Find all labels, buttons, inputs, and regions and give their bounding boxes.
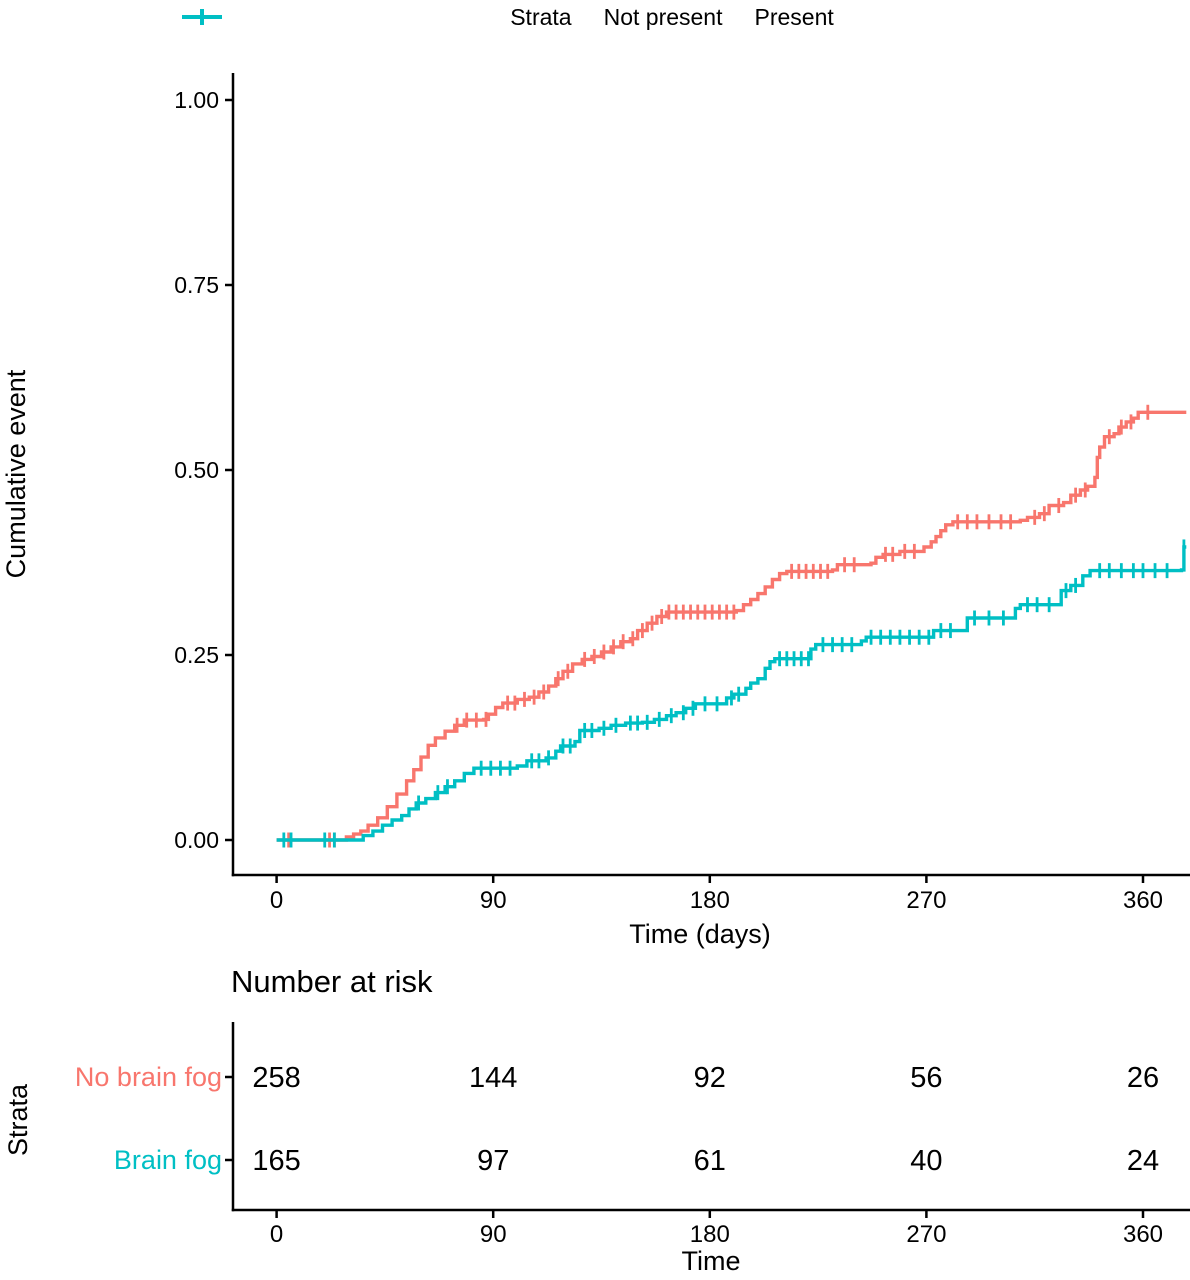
legend-title: Strata (510, 3, 572, 30)
risk-row-label-brain-fog: Brain fog (113, 1145, 222, 1175)
risk-count: 144 (469, 1062, 517, 1094)
x-tick-label: 180 (690, 887, 730, 914)
risk-row-label-no-brain-fog: No brain fog (74, 1062, 222, 1092)
risk-count: 165 (252, 1145, 300, 1177)
risk-tick-label: 0 (270, 1221, 283, 1248)
risk-table-panel: 0 90 180 270 360 258 144 92 56 26 165 97 61 40 24 (225, 1022, 1190, 1248)
km-curve-not-present (276, 410, 1187, 842)
y-tick-label: 0.75 (174, 272, 219, 298)
x-tick-label: 0 (270, 887, 283, 914)
legend-label-not-present: Not present (603, 3, 723, 30)
risk-table-title: Number at risk (231, 964, 433, 999)
x-tick-label: 270 (906, 887, 946, 914)
y-tick-label: 0.50 (174, 457, 219, 483)
y-tick-label: 1.00 (174, 87, 219, 113)
survival-plot-panel: 0.00 0.25 0.50 0.75 1.00 0 90 180 270 360 (174, 73, 1190, 914)
risk-count: 56 (910, 1062, 942, 1094)
risk-count: 24 (1127, 1145, 1159, 1177)
risk-tick-label: 360 (1123, 1221, 1163, 1248)
legend-entry-present: Present (182, 3, 834, 31)
risk-table-time-title: Time (681, 1246, 741, 1276)
risk-tick-label: 270 (906, 1221, 946, 1248)
risk-tick-label: 180 (690, 1221, 730, 1248)
legend-label-present: Present (754, 3, 834, 30)
x-tick-label: 90 (480, 887, 507, 914)
risk-tick-label: 90 (480, 1221, 507, 1248)
risk-count: 40 (910, 1145, 942, 1177)
risk-count: 26 (1127, 1062, 1159, 1094)
present-key-icon (182, 9, 222, 25)
risk-count: 61 (694, 1145, 726, 1177)
risk-count: 258 (252, 1062, 300, 1094)
legend: Strata Not present Present (180, 2, 1180, 32)
x-axis-title: Time (days) (629, 919, 771, 949)
y-tick-label: 0.25 (174, 642, 219, 668)
risk-count: 92 (694, 1062, 726, 1094)
risk-count: 97 (477, 1145, 509, 1177)
x-tick-label: 360 (1123, 887, 1163, 914)
km-curve-present (276, 545, 1187, 842)
y-tick-label: 0.00 (174, 827, 219, 853)
